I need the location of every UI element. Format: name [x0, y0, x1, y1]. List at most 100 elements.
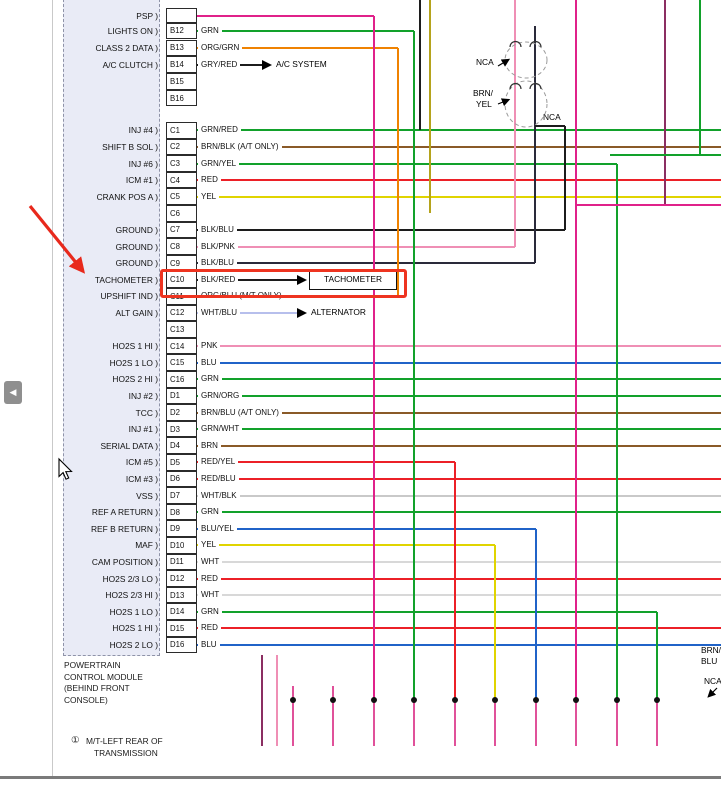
wire-D11 [197, 560, 721, 563]
pcm-pin-label: CLASS 2 DATA ) [95, 42, 158, 53]
vertical-wire-11 [454, 462, 456, 700]
wire-color-label: BLU [198, 357, 220, 368]
pin-box-B12: B12 [166, 22, 197, 40]
pcm-pin-label: MAF ) [135, 540, 158, 551]
wire-color-label: RED [198, 573, 221, 584]
pin-box-C12: C12 [166, 304, 197, 322]
wire-color-label: GRN [198, 606, 222, 617]
pin-box-C5: C5 [166, 188, 197, 205]
wire-color-label: RED/YEL [198, 457, 239, 468]
pcm-pin-label: REF B RETURN ) [91, 523, 158, 534]
wire-C1 [197, 129, 721, 132]
connector-dot [573, 697, 579, 703]
wire-C9 [197, 262, 535, 265]
pcm-pin-label: ICM #3 ) [125, 473, 158, 484]
pcm-pin-label: HO2S 1 HI ) [112, 341, 158, 352]
vertical-wire-6 [534, 26, 536, 264]
pcm-pin-label: REF A RETURN ) [91, 507, 158, 518]
nca-label-mid: NCA [543, 112, 561, 122]
pcm-pin-label: INJ #1 ) [128, 424, 158, 435]
wire-D10 [197, 544, 495, 547]
footnote-line1: M/T-LEFT REAR OF [86, 736, 163, 746]
pcm-pin-label: INJ #6 ) [128, 158, 158, 169]
pin-box-D14: D14 [166, 603, 197, 620]
pcm-caption-line4: CONSOLE) [64, 694, 108, 705]
wire-color-label: BLK/BLU [198, 224, 237, 235]
connector-drop-wire [373, 700, 375, 746]
vertical-wire-0 [373, 16, 375, 700]
pcm-pin-label: ALT GAIN ) [115, 307, 158, 318]
wire-color-label: WHT/BLU [198, 307, 240, 318]
connector-drop-wire [575, 700, 577, 746]
connector-dot [452, 697, 458, 703]
pcm-pin-label: HO2S 2/3 HI ) [105, 590, 158, 601]
wire-color-label: BLK/RED [198, 274, 239, 285]
scroll-left-button[interactable]: ◀ [4, 381, 22, 404]
wire-color-label: GRN [198, 374, 222, 385]
tachometer-highlight-box [160, 268, 407, 298]
wire-C16 [197, 378, 721, 381]
pcm-connector-block [63, 0, 160, 656]
pcm-pin-label: GROUND ) [115, 258, 158, 269]
connector-dot [533, 697, 539, 703]
pcm-caption-line1: POWERTRAIN [64, 660, 121, 670]
vertical-wire-1 [413, 31, 415, 700]
connector-drop-wire [454, 700, 456, 746]
crossing-wire-0 [535, 125, 565, 127]
wire-D8 [197, 511, 721, 514]
pin-box-C14: C14 [166, 337, 197, 355]
wire-color-label: GRY/RED [198, 59, 241, 70]
arrowhead-icon [297, 274, 307, 285]
pcm-pin-label: ICM #5 ) [125, 457, 158, 468]
vertical-wire-5 [514, 0, 516, 247]
right-edge-label: BLU [701, 656, 718, 666]
wire-color-label: RED [198, 623, 221, 634]
pin-box-C6: C6 [166, 205, 197, 222]
pin-box-D12: D12 [166, 570, 197, 587]
wire-color-label: BLK/PNK [198, 241, 238, 252]
vertical-wire-14 [616, 163, 618, 700]
brn-yel-label-line1: BRN/ [473, 88, 494, 98]
wire-color-label: YEL [198, 540, 220, 551]
wire-D7 [197, 494, 721, 497]
wire-C4 [197, 179, 721, 182]
pcm-pin-label: INJ #4 ) [128, 125, 158, 136]
page-bottom-rule [0, 776, 721, 779]
pcm-pin-label: SERIAL DATA ) [100, 440, 158, 451]
wire-color-label: YEL [198, 191, 220, 202]
pcm-pin-label: GROUND ) [115, 224, 158, 235]
vertical-wire-18 [292, 686, 294, 700]
connector-drop-wire [616, 700, 618, 746]
pcm-pin-label: GROUND ) [115, 241, 158, 252]
connector-drop-wire [656, 700, 658, 746]
connector-dot [330, 697, 336, 703]
wire-color-label: GRN/WHT [198, 424, 243, 435]
wire-color-label: GRN [198, 507, 222, 518]
wire-B12 [197, 30, 414, 32]
wire-b11 [197, 15, 374, 17]
pcm-pin-label: UPSHIFT IND ) [100, 291, 158, 302]
wire-color-label: BLU/YEL [198, 523, 237, 534]
vertical-wire-15 [656, 611, 658, 700]
crossing-wire-2 [576, 204, 721, 206]
wire-color-label: BRN [198, 440, 221, 451]
pin-box-C1: C1 [166, 122, 197, 139]
pcm-pin-label: HO2S 1 LO ) [109, 606, 158, 617]
pin-box-D10: D10 [166, 537, 197, 554]
wire-C5 [197, 195, 721, 198]
right-edge-label: NCA [704, 676, 721, 686]
vertical-wire-17 [276, 655, 278, 746]
pcm-pin-label: SHIFT B SOL ) [102, 141, 158, 152]
pin-box-D11: D11 [166, 553, 197, 571]
pcm-pin-label: PSP ) [136, 11, 158, 21]
connector-dot [290, 697, 296, 703]
pcm-pin-label: CAM POSITION ) [91, 556, 158, 567]
vertical-wire-7 [564, 126, 566, 230]
wire-color-label: GRN/ORG [198, 390, 243, 401]
pin-box-C2: C2 [166, 138, 197, 156]
connector-drop-wire [332, 700, 334, 746]
vertical-wire-9 [664, 0, 666, 205]
wire-color-label: GRN [198, 26, 222, 36]
wire-D16 [197, 643, 721, 646]
